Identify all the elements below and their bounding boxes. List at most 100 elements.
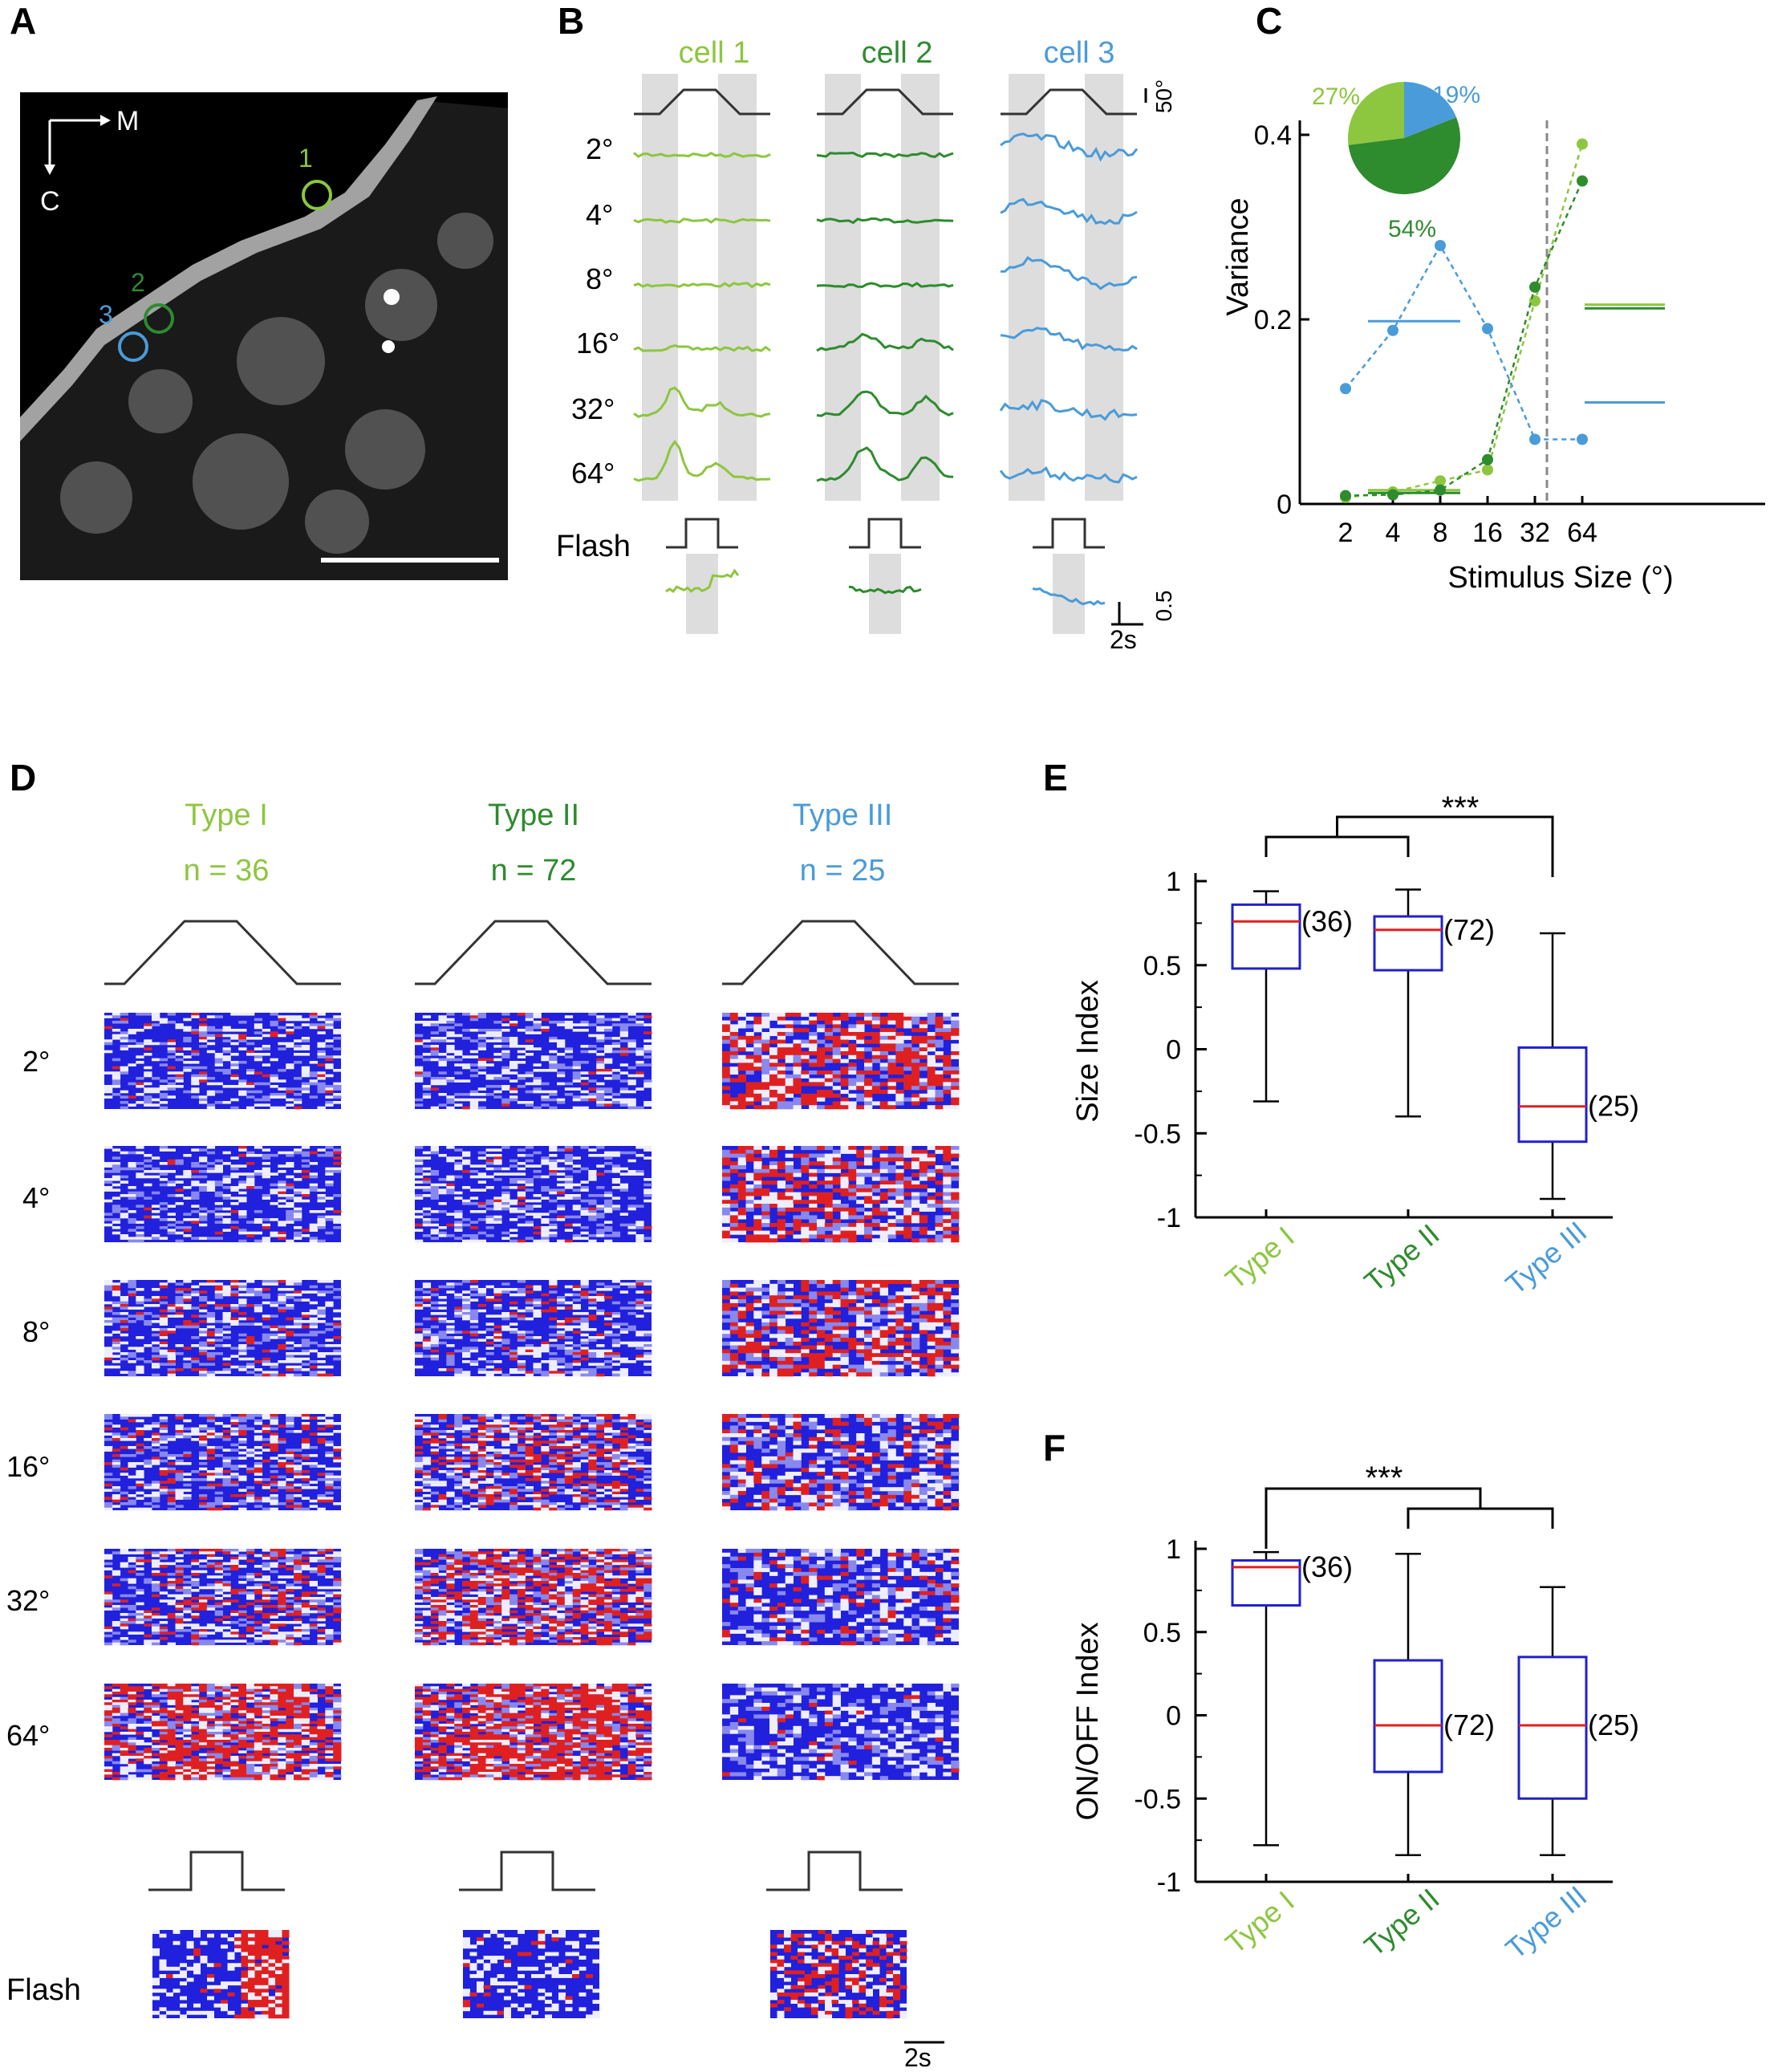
heatmap-cell bbox=[191, 1631, 200, 1635]
heatmap-cell bbox=[611, 1234, 621, 1237]
heatmap-cell bbox=[136, 1589, 144, 1592]
heatmap-cell bbox=[222, 1448, 231, 1452]
heatmap-cell bbox=[477, 1231, 486, 1235]
heatmap-cell bbox=[533, 1314, 542, 1318]
heatmap-cell bbox=[596, 1098, 605, 1102]
heatmap-cell bbox=[611, 1069, 621, 1072]
heatmap-cell bbox=[206, 1562, 216, 1566]
heatmap-cell bbox=[493, 1167, 502, 1171]
heatmap-cell bbox=[152, 1462, 160, 1465]
heatmap-cell bbox=[325, 1467, 334, 1471]
heatmap-cell bbox=[325, 1729, 334, 1733]
heatmap-cell bbox=[301, 1594, 311, 1598]
heatmap-cell bbox=[309, 1365, 318, 1369]
size-label: 2° bbox=[586, 132, 613, 165]
heatmap-cell bbox=[438, 1077, 447, 1080]
heatmap-cell bbox=[611, 1050, 621, 1054]
heatmap-cell bbox=[136, 1573, 144, 1576]
heatmap-cell bbox=[286, 1594, 294, 1598]
heatmap-cell bbox=[438, 1037, 447, 1040]
heatmap-cell bbox=[309, 1758, 318, 1761]
heatmap-cell bbox=[588, 1414, 597, 1417]
heatmap-cell bbox=[485, 1202, 494, 1205]
heatmap-cell bbox=[286, 1470, 294, 1473]
heatmap-cell bbox=[422, 1296, 432, 1299]
heatmap-cell bbox=[454, 1419, 463, 1423]
heatmap-cell bbox=[175, 1026, 184, 1030]
heatmap-cell bbox=[309, 1505, 318, 1508]
heatmap-cell bbox=[206, 1575, 216, 1578]
heatmap-cell bbox=[477, 1093, 486, 1096]
heatmap-cell bbox=[104, 1416, 113, 1420]
heatmap-cell bbox=[206, 1446, 216, 1449]
heatmap-cell bbox=[580, 1095, 589, 1099]
heatmap-cell bbox=[230, 1156, 239, 1160]
heatmap-cell bbox=[270, 1077, 278, 1080]
heatmap-cell bbox=[415, 1419, 424, 1423]
heatmap-cell bbox=[238, 1745, 247, 1749]
heatmap-cell bbox=[230, 1290, 239, 1294]
heatmap-cell bbox=[104, 1626, 113, 1630]
heatmap-cell bbox=[167, 1750, 176, 1753]
heatmap-cell bbox=[152, 1018, 160, 1022]
heatmap-cell bbox=[120, 1491, 128, 1495]
heatmap-cell bbox=[286, 1239, 294, 1243]
heatmap-cell bbox=[278, 1095, 286, 1099]
heatmap-cell bbox=[493, 1344, 502, 1347]
heatmap-cell bbox=[262, 1047, 270, 1050]
heatmap-cell bbox=[309, 1061, 318, 1064]
heatmap-cell bbox=[275, 1956, 282, 1960]
heatmap-cell bbox=[167, 1615, 176, 1619]
heatmap-cell bbox=[643, 1333, 652, 1337]
heatmap-cell bbox=[112, 1290, 121, 1294]
heatmap-cell bbox=[333, 1459, 342, 1463]
heatmap-cell bbox=[294, 1231, 302, 1235]
heatmap-cell bbox=[493, 1196, 502, 1200]
heatmap-cell bbox=[238, 1438, 247, 1441]
heatmap-cell bbox=[120, 1732, 128, 1735]
heatmap-cell bbox=[278, 1700, 286, 1703]
heatmap-cell bbox=[643, 1148, 652, 1152]
heatmap-cell bbox=[104, 1712, 113, 1717]
heatmap-cell bbox=[438, 1183, 447, 1187]
heatmap-cell bbox=[422, 1333, 432, 1337]
heatmap-cell bbox=[309, 1172, 318, 1176]
heatmap-cell bbox=[604, 1202, 613, 1205]
heatmap-cell bbox=[238, 1347, 247, 1350]
heatmap-cell bbox=[152, 1210, 160, 1213]
heatmap-cell bbox=[254, 1058, 263, 1062]
heatmap-cell bbox=[619, 1188, 628, 1192]
heatmap-cell bbox=[254, 1368, 263, 1371]
heatmap-cell bbox=[230, 1745, 239, 1749]
heatmap-cell bbox=[301, 1290, 311, 1294]
heatmap-cell bbox=[517, 1365, 526, 1369]
heatmap-cell bbox=[214, 1306, 223, 1310]
heatmap-cell bbox=[301, 1631, 311, 1635]
heatmap-cell bbox=[206, 1042, 216, 1046]
heatmap-cell bbox=[278, 1205, 286, 1208]
heatmap-cell bbox=[278, 1702, 286, 1705]
heatmap-cell bbox=[254, 1737, 263, 1741]
heatmap-cell bbox=[325, 1732, 334, 1735]
heatmap-cell bbox=[309, 1071, 318, 1075]
heatmap-cell bbox=[214, 1737, 223, 1741]
heatmap-cell bbox=[222, 1502, 231, 1505]
heatmap-cell bbox=[477, 1106, 486, 1110]
heatmap-cell bbox=[191, 1758, 200, 1761]
heatmap-cell bbox=[128, 1465, 136, 1468]
heatmap-cell bbox=[462, 1416, 471, 1420]
heatmap-cell bbox=[557, 1066, 566, 1070]
heatmap-cell bbox=[462, 1296, 471, 1299]
heatmap-cell bbox=[262, 1959, 269, 1964]
heatmap-cell bbox=[214, 1732, 223, 1735]
heatmap-cell bbox=[286, 1451, 294, 1455]
heatmap-cell bbox=[112, 1093, 121, 1096]
heatmap-cell bbox=[112, 1724, 121, 1727]
heatmap-cell bbox=[222, 1581, 231, 1584]
heatmap-cell bbox=[254, 1154, 263, 1157]
heatmap-cell bbox=[270, 1497, 278, 1500]
heatmap-cell bbox=[643, 1023, 652, 1026]
heatmap-cell bbox=[278, 1724, 286, 1727]
heatmap-cell bbox=[222, 1602, 231, 1606]
heatmap-cell bbox=[230, 1557, 239, 1560]
